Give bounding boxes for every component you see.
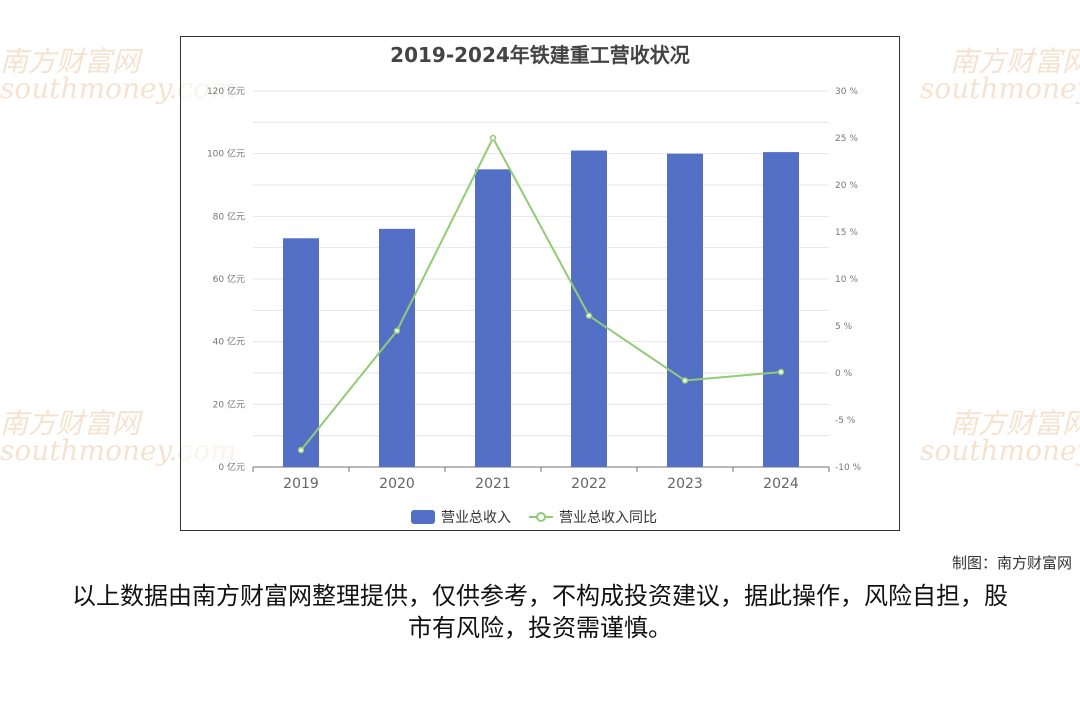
watermark-brand: 南方财富网 xyxy=(950,407,1080,440)
y-left-tick-label: 80 亿元 xyxy=(213,210,245,222)
y-right-tick-label: 5 % xyxy=(835,322,853,332)
watermark: 南方财富网 xyxy=(950,402,1080,442)
x-tick-label: 2020 xyxy=(379,476,415,492)
watermark-brand: 南方财富网 xyxy=(0,45,141,78)
bar xyxy=(763,152,799,467)
x-tick-label: 2022 xyxy=(571,476,607,492)
legend-label-bar: 营业总收入 xyxy=(441,510,511,526)
x-tick-label: 2023 xyxy=(667,476,703,492)
watermark-domain: southmoney.com xyxy=(920,72,1080,105)
disclaimer-text: 以上数据由南方财富网整理提供，仅供参考，不构成投资建议，据此操作，风险自担，股市… xyxy=(72,582,1008,642)
y-left-tick-label: 120 亿元 xyxy=(207,85,245,97)
watermark-brand: 南方财富网 xyxy=(950,45,1080,78)
legend-label-line: 营业总收入同比 xyxy=(559,510,657,526)
y-left-tick-label: 40 亿元 xyxy=(213,336,245,348)
legend-swatch-bar xyxy=(411,510,435,524)
watermark-brand: 南方财富网 xyxy=(0,407,141,440)
line-point xyxy=(585,312,593,319)
y-right-tick-label: 20 % xyxy=(835,181,858,191)
chart-credit: 制图：南方财富网 xyxy=(951,554,1072,572)
line-point xyxy=(393,327,401,334)
y-left-tick-label: 20 亿元 xyxy=(213,398,245,410)
line-point xyxy=(489,134,497,142)
line-point xyxy=(297,446,305,454)
y-right-tick-label: 15 % xyxy=(835,228,858,238)
watermark: southmoney.com xyxy=(920,72,1080,105)
chart-container: 0 亿元 20 亿元 40 亿元 60 亿元 80 亿元 100 亿元 120 亿元 -10 … xyxy=(180,36,900,531)
y-left-tick-label: 0 亿元 xyxy=(218,461,245,473)
watermark: southmoney.com xyxy=(920,434,1080,467)
y-left-tick-label: 60 亿元 xyxy=(213,273,245,285)
y-right-tick-label: 30 % xyxy=(835,87,858,97)
watermark: 南方财富网 xyxy=(0,40,140,80)
y-right-tick-label: -5 % xyxy=(835,416,856,426)
bar xyxy=(283,238,319,467)
y-left-tick-label: 100 亿元 xyxy=(207,148,245,160)
x-tick-label: 2024 xyxy=(763,476,799,492)
bar xyxy=(475,169,511,468)
y-right-tick-label: 10 % xyxy=(835,275,858,285)
bar xyxy=(379,228,415,467)
legend-swatch-marker xyxy=(536,512,546,522)
y-right-tick-label: 25 % xyxy=(835,134,858,144)
line-point xyxy=(681,377,689,384)
x-tick-label: 2019 xyxy=(283,476,319,492)
bar xyxy=(667,153,703,467)
chart-svg: 0 亿元 20 亿元 40 亿元 60 亿元 80 亿元 100 亿元 120 亿元 -10 … xyxy=(207,85,862,526)
line-series xyxy=(300,135,782,451)
watermark-domain: southmoney.com xyxy=(920,434,1080,467)
x-tick-label: 2021 xyxy=(475,476,511,492)
chart-title: 2019-2024年铁建重工营收状况 xyxy=(390,43,690,67)
y-right-tick-label: 0 % xyxy=(835,369,853,379)
watermark: 南方财富网 xyxy=(950,40,1080,80)
watermark: 南方财富网 xyxy=(0,402,140,442)
line-point xyxy=(777,368,785,376)
y-right-tick-label: -10 % xyxy=(835,463,862,473)
bar xyxy=(571,150,607,467)
